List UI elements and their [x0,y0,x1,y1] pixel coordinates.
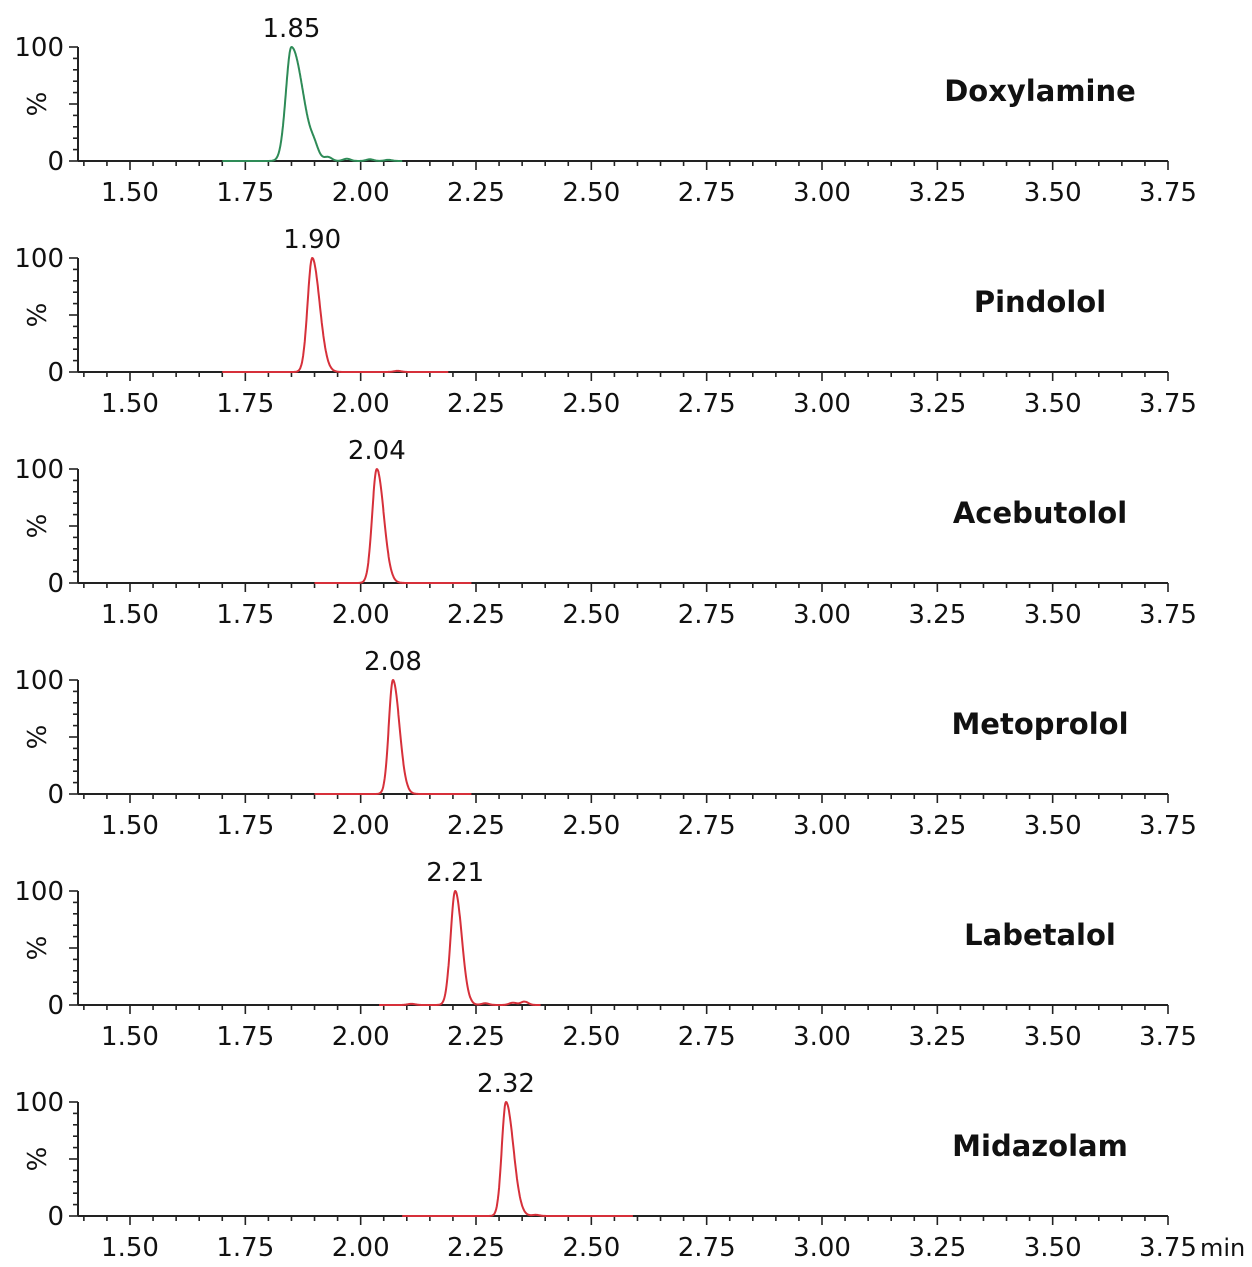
x-tick-label: 2.75 [678,600,736,630]
peak-label: 2.32 [477,1069,535,1099]
peak-label: 2.21 [426,858,484,888]
x-tick-label: 2.00 [332,1233,390,1262]
x-tick-label: 2.00 [332,600,390,630]
x-tick-label: 2.25 [447,600,505,630]
x-tick-label: 1.75 [216,389,274,419]
trace-acebutolol [313,468,472,584]
x-tick-label: 3.75 [1139,600,1197,630]
y-axis-label: % [23,92,53,117]
x-tick-label: 2.25 [447,811,505,841]
x-tick-label: 3.00 [793,1233,851,1262]
x-tick-label: 1.50 [101,178,159,208]
x-tick-label: 1.75 [216,1233,274,1262]
x-tick-label: 1.50 [101,389,159,419]
x-tick-label: 2.50 [562,389,620,419]
y-axis-label: % [23,936,53,961]
x-tick-label: 1.50 [101,1022,159,1052]
x-tick-label: 1.75 [216,1022,274,1052]
trace-midazolam [401,1101,634,1217]
x-tick-label: 3.50 [1024,811,1082,841]
x-tick-label: 3.75 [1139,1022,1197,1052]
x-tick-label: 3.25 [908,811,966,841]
x-tick-label: 3.75 [1139,389,1197,419]
y-tick-label-0: 0 [47,991,64,1021]
x-tick-label: 2.25 [447,178,505,208]
x-tick-label: 2.50 [562,1022,620,1052]
x-tick-label: 3.50 [1024,178,1082,208]
y-tick-label-100: 100 [14,455,64,485]
x-tick-label: 2.75 [678,178,736,208]
y-tick-label-0: 0 [47,358,64,388]
x-tick-label: 2.75 [678,1022,736,1052]
trace-labetalol [378,890,542,1006]
x-tick-label: 1.50 [101,1233,159,1262]
x-tick-label: 3.75 [1139,1233,1197,1262]
x-tick-label: 2.00 [332,1022,390,1052]
y-axis-label: % [23,514,53,539]
x-tick-label: 3.75 [1139,811,1197,841]
x-tick-label: 2.75 [678,811,736,841]
y-tick-label-0: 0 [47,569,64,599]
x-tick-label: 3.25 [908,389,966,419]
compound-label-labetalol: Labetalol [964,918,1116,952]
peak-label: 2.04 [348,436,406,466]
x-tick-label: 3.50 [1024,1233,1082,1262]
x-tick-label: 3.75 [1139,178,1197,208]
trace-pindolol [221,257,449,373]
x-tick-label: 2.00 [332,811,390,841]
x-tick-label: 2.50 [562,811,620,841]
y-tick-label-100: 100 [14,1088,64,1118]
peak-label: 2.08 [364,647,422,677]
x-tick-label: 3.25 [908,1233,966,1262]
x-tick-label: 2.75 [678,389,736,419]
x-tick-label: 2.25 [447,1233,505,1262]
x-tick-label: 3.25 [908,600,966,630]
x-tick-label: 3.00 [793,1022,851,1052]
y-tick-label-100: 100 [14,33,64,63]
compound-label-doxylamine: Doxylamine [944,74,1136,108]
peak-label: 1.90 [283,225,341,255]
x-tick-label: 2.25 [447,389,505,419]
x-tick-label: 1.50 [101,600,159,630]
y-tick-label-100: 100 [14,877,64,907]
x-tick-label: 3.50 [1024,600,1082,630]
x-tick-label: 3.50 [1024,389,1082,419]
x-tick-label: 3.00 [793,389,851,419]
y-tick-label-0: 0 [47,147,64,177]
y-tick-label-100: 100 [14,244,64,274]
x-unit-label: min [1200,1234,1245,1262]
x-tick-label: 3.50 [1024,1022,1082,1052]
x-tick-label: 2.50 [562,600,620,630]
x-tick-label: 1.75 [216,178,274,208]
y-axis-label: % [23,725,53,750]
y-tick-label-0: 0 [47,780,64,810]
trace-doxylamine [221,46,403,162]
y-axis-label: % [23,1147,53,1172]
x-tick-label: 2.50 [562,178,620,208]
x-tick-label: 2.50 [562,1233,620,1262]
x-tick-label: 3.25 [908,178,966,208]
x-tick-label: 2.75 [678,1233,736,1262]
x-tick-label: 1.50 [101,811,159,841]
peak-label: 1.85 [263,14,321,44]
y-tick-label-0: 0 [47,1202,64,1232]
y-tick-label-100: 100 [14,666,64,696]
x-tick-label: 1.75 [216,600,274,630]
x-tick-label: 1.75 [216,811,274,841]
trace-metoprolol [313,679,472,795]
x-tick-label: 3.00 [793,178,851,208]
compound-label-pindolol: Pindolol [974,285,1106,319]
x-tick-label: 2.00 [332,389,390,419]
x-tick-label: 2.00 [332,178,390,208]
y-axis-label: % [23,303,53,328]
x-tick-label: 3.00 [793,600,851,630]
compound-label-metoprolol: Metoprolol [951,707,1128,741]
x-tick-label: 2.25 [447,1022,505,1052]
compound-label-midazolam: Midazolam [952,1129,1128,1163]
compound-label-acebutolol: Acebutolol [953,496,1127,530]
x-tick-label: 3.00 [793,811,851,841]
x-tick-label: 3.25 [908,1022,966,1052]
